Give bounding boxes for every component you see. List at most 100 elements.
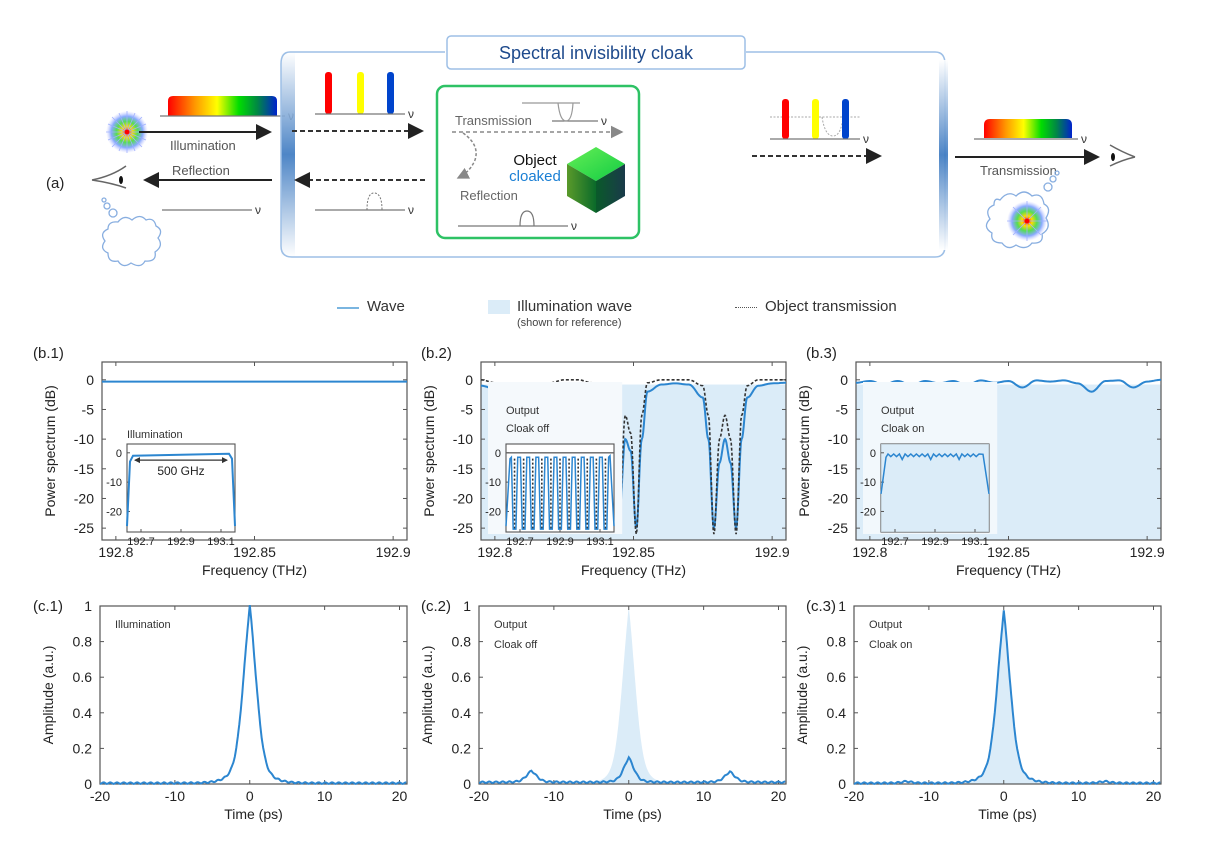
y-tick-label: 0.4	[73, 705, 93, 721]
illumination-reference-fill	[854, 606, 1161, 784]
inset-y-tick-label: -20	[485, 506, 501, 518]
x-tick-label: 20	[1146, 788, 1162, 804]
y-axis-label: Power spectrum (dB)	[796, 385, 812, 516]
y-tick-label: -20	[74, 490, 94, 506]
y-tick-label: 0.2	[827, 740, 847, 756]
inset-x-tick-label: 192.9	[921, 536, 949, 548]
inset-y-tick-label: 0	[870, 448, 876, 460]
chart-annotation-line1: Output	[869, 619, 902, 631]
x-tick-label: 10	[696, 788, 712, 804]
reflection-label: Reflection	[172, 163, 230, 178]
legend-wave-swatch	[337, 307, 359, 309]
y-tick-label: -5	[836, 401, 849, 417]
x-axis-label: Frequency (THz)	[202, 562, 307, 578]
illumination-label: Illumination	[170, 138, 236, 153]
y-tick-label: 0	[465, 372, 473, 388]
inset-wave-line	[505, 453, 615, 530]
inset-frame	[126, 443, 236, 533]
x-tick-label: 10	[317, 788, 333, 804]
y-tick-label: 0.8	[452, 634, 472, 650]
x-tick-label: 192.8	[98, 544, 133, 560]
chart-c3: (c.3) -20 -10 0 10 20 0 0.2 0.4 0.6 0.8 1 Time (ps) A…	[794, 598, 1162, 822]
y-tick-label: -25	[453, 520, 473, 536]
chart-b1: (b.1) 192.8 192.85 192.9 0 -5 -10 -15 -20 -25 Freq…	[33, 345, 411, 578]
x-tick-label: 192.8	[477, 544, 512, 560]
x-tick-label: 192.9	[376, 544, 411, 560]
y-tick-label: 0.4	[452, 705, 472, 721]
legend-illumination-note: (shown for reference)	[517, 317, 622, 329]
cloak-box	[281, 52, 295, 257]
x-tick-label: 10	[1071, 788, 1087, 804]
x-tick-label: 0	[625, 788, 633, 804]
inset-y-tick-label: -10	[106, 477, 122, 489]
y-tick-label: 1	[84, 598, 92, 614]
y-tick-label: 0	[840, 372, 848, 388]
y-axis-label: Amplitude (a.u.)	[40, 646, 56, 745]
x-tick-label: -10	[919, 788, 939, 804]
inset-y-tick-label: -10	[485, 477, 501, 489]
inset-x-tick-label: 192.7	[127, 536, 155, 548]
svg-text:ν: ν	[255, 203, 261, 217]
y-axis-label: Amplitude (a.u.)	[419, 646, 435, 745]
discretized-spectrum: ν	[315, 72, 414, 121]
legend-illumination-swatch	[488, 300, 510, 314]
x-axis-label: Time (ps)	[603, 806, 662, 822]
chart-c1: (c.1) -20 -10 0 10 20 0 0.2 0.4 0.6 0.8 1 Time (ps) A…	[33, 598, 408, 822]
y-tick-label: 0	[84, 776, 92, 792]
inset-x-tick-label: 193.1	[586, 536, 614, 548]
plot-frame	[478, 605, 787, 785]
object-state-label: cloaked	[509, 168, 561, 185]
x-axis-label: Frequency (THz)	[956, 562, 1061, 578]
y-tick-label: -10	[453, 431, 473, 447]
x-axis-label: Time (ps)	[224, 806, 283, 822]
y-tick-label: 0	[86, 372, 94, 388]
plot-frame	[853, 605, 1162, 785]
y-tick-label: -15	[74, 461, 94, 477]
y-tick-label: 0.4	[827, 705, 847, 721]
y-tick-label: 0	[463, 776, 471, 792]
legend-object-swatch	[735, 307, 757, 308]
svg-text:ν: ν	[863, 132, 869, 146]
light-source-icon	[106, 111, 148, 153]
inset-x-tick-label: 193.1	[207, 536, 235, 548]
illumination-reference-fill	[479, 606, 786, 784]
panel-label: (b.1)	[33, 345, 64, 362]
cloak-schematic: (a) ν Ill	[46, 35, 1136, 267]
wave-line	[99, 605, 407, 785]
x-tick-label: 192.85	[233, 544, 276, 560]
svg-text:ν: ν	[1081, 132, 1087, 146]
y-tick-label: 0.8	[827, 634, 847, 650]
x-axis-label: Time (ps)	[978, 806, 1037, 822]
legend-wave-label: Wave	[367, 298, 405, 315]
x-tick-label: -20	[90, 788, 110, 804]
x-tick-label: 192.8	[852, 544, 887, 560]
chart-annotation: Illumination	[115, 619, 171, 631]
object-cube-icon	[567, 147, 625, 213]
x-tick-label: 192.9	[755, 544, 790, 560]
y-tick-label: 1	[463, 598, 471, 614]
x-tick-label: 0	[1000, 788, 1008, 804]
inset-y-tick-label: -20	[860, 506, 876, 518]
cloak-title: Spectral invisibility cloak	[499, 43, 694, 63]
legend-object-label: Object transmission	[765, 298, 897, 315]
y-tick-label: 0.2	[73, 740, 93, 756]
inset-y-tick-label: 0	[116, 448, 122, 460]
x-tick-label: -10	[165, 788, 185, 804]
y-tick-label: -5	[82, 401, 95, 417]
y-tick-label: 0	[838, 776, 846, 792]
object-label: Object	[513, 152, 557, 169]
y-tick-label: -25	[828, 520, 848, 536]
bandwidth-arrow-head-right	[222, 457, 228, 464]
panel-label: (c.3)	[806, 598, 836, 615]
x-tick-label: 192.9	[1130, 544, 1165, 560]
bandwidth-arrow-head-left	[134, 457, 140, 464]
inset-y-tick-label: -10	[860, 477, 876, 489]
wave-line	[853, 610, 1161, 785]
panel-a: (a) ν Ill	[0, 0, 1207, 290]
svg-text:Reflection: Reflection	[460, 188, 518, 203]
inset-title-line2: Cloak on	[881, 423, 924, 435]
y-tick-label: 0.6	[452, 669, 472, 685]
svg-text:ν: ν	[408, 203, 414, 217]
panel-label: (b.3)	[806, 345, 837, 362]
inset-title-line1: Output	[881, 405, 914, 417]
